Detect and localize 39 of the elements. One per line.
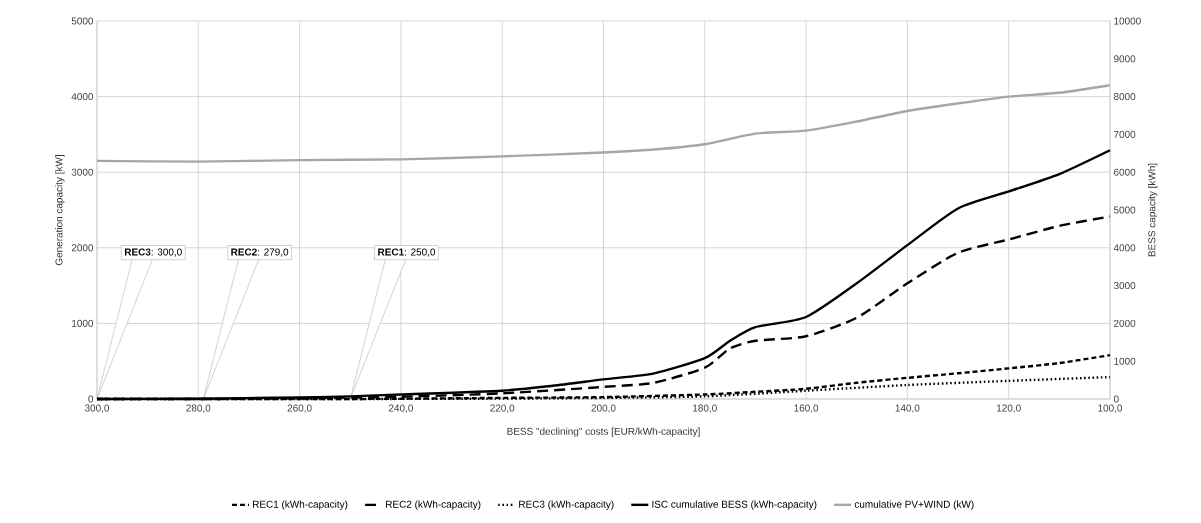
x-tick-label: 220,0 <box>490 404 515 413</box>
x-tick-label: 280,0 <box>186 404 211 413</box>
y-tick-label: 3000 <box>71 168 94 176</box>
x-tick-label: 100,0 <box>1098 404 1123 413</box>
y2-tick-label: 1000 <box>1114 357 1136 365</box>
y2-tick-label: 3000 <box>1113 282 1136 290</box>
legend-label: cumulative PV+WIND (kW) <box>854 500 974 510</box>
y2-tick-label: 9000 <box>1113 55 1136 63</box>
x-tick-label: 300,0 <box>84 404 110 413</box>
y-tick-label: 1000 <box>72 319 94 327</box>
y2-tick-label: 10000 <box>1114 17 1141 25</box>
x-tick-label: 240,0 <box>388 404 413 413</box>
y2-tick-label: 2000 <box>1114 319 1136 327</box>
y2-tick-label: 5000 <box>1113 206 1136 214</box>
y-tick-label: 0 <box>88 395 94 403</box>
legend-label: REC3 (kWh-capacity) <box>519 500 614 510</box>
legend-label: REC2 (kWh-capacity) <box>386 500 481 510</box>
x-axis-title: BESS "declining" costs [EUR/kWh-capacity] <box>507 427 700 437</box>
annotation: REC3: 300,0 <box>124 248 182 257</box>
x-tick-label: 180,0 <box>693 404 717 413</box>
x-tick-label: 160,0 <box>794 404 819 413</box>
y2-axis-title: BESS capacity [kWh] <box>1148 163 1158 257</box>
y2-tick-label: 8000 <box>1113 93 1136 101</box>
y2-tick-label: 7000 <box>1114 130 1136 138</box>
x-tick-label: 200,0 <box>591 404 616 413</box>
y-axis-title: Generation capacity [kW] <box>55 155 65 266</box>
y2-tick-label: 6000 <box>1114 168 1136 176</box>
y-tick-label: 5000 <box>71 17 94 25</box>
y-tick-label: 4000 <box>71 93 94 101</box>
x-tick-label: 120,0 <box>996 404 1021 413</box>
legend-label: ISC cumulative BESS (kWh-capacity) <box>652 500 817 510</box>
y2-tick-label: 4000 <box>1113 244 1136 252</box>
y2-tick-label: 0 <box>1113 395 1119 403</box>
legend-label: REC1 (kWh-capacity) <box>252 500 348 510</box>
annotation: REC2: 279,0 <box>231 248 289 257</box>
y-tick-label: 2000 <box>71 244 94 252</box>
x-tick-label: 260,0 <box>287 404 312 413</box>
annotation: REC1: 250,0 <box>378 248 436 257</box>
x-tick-label: 140,0 <box>895 404 920 413</box>
